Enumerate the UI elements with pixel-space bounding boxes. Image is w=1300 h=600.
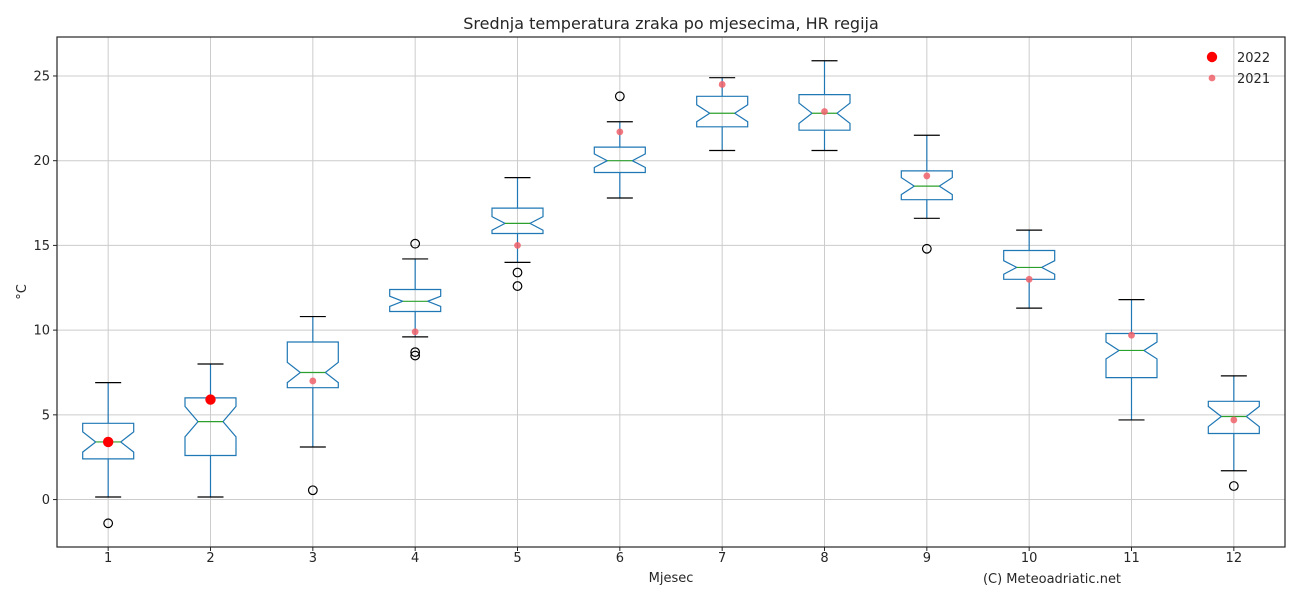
x-tick-label: 6 <box>616 551 624 566</box>
outlier-point <box>103 518 114 529</box>
box-body <box>798 93 851 131</box>
legend-label-2022: 2022 <box>1237 51 1270 66</box>
legend: 2022 2021 <box>1206 51 1270 87</box>
legend-label-2021: 2021 <box>1237 72 1270 87</box>
box-month-5 <box>491 177 544 291</box>
box-body <box>1003 249 1056 280</box>
point-2021 <box>616 128 624 136</box>
outlier-point <box>410 350 421 361</box>
x-tick-label: 1 <box>104 551 112 566</box>
x-tick-label: 5 <box>513 551 521 566</box>
box-body <box>900 170 953 201</box>
box-month-8 <box>798 60 851 152</box>
y-tick-label: 10 <box>33 324 50 339</box>
y-tick-label: 0 <box>42 493 50 508</box>
y-axis-ticks: 0 5 10 15 20 25 <box>33 69 57 508</box>
point-2021 <box>1230 416 1238 424</box>
x-tick-label: 3 <box>309 551 317 566</box>
point-2021 <box>1025 275 1033 283</box>
point-2021 <box>514 242 521 249</box>
point-2021 <box>923 172 931 180</box>
box-month-7 <box>696 77 749 152</box>
point-2021 <box>411 328 419 336</box>
box-month-6 <box>593 91 646 199</box>
y-tick-label: 20 <box>33 154 50 169</box>
x-tick-label: 12 <box>1226 551 1243 566</box>
box-body <box>696 95 749 128</box>
outlier-point <box>1228 481 1239 491</box>
plot-frame <box>56 36 1286 548</box>
x-tick-label: 4 <box>411 551 419 566</box>
box-month-2 <box>184 363 237 498</box>
outlier-point <box>921 243 932 254</box>
box-month-3 <box>286 315 339 496</box>
point-2021 <box>821 108 828 115</box>
box-month-12 <box>1207 375 1260 491</box>
point-2022 <box>102 436 114 448</box>
legend-marker-2022 <box>1206 51 1218 63</box>
outlier-point <box>614 91 625 102</box>
chart-title: Srednja temperatura zraka po mjesecima, … <box>463 14 879 33</box>
point-2021 <box>1128 331 1135 339</box>
legend-marker-2021 <box>1208 74 1216 82</box>
x-tick-label: 11 <box>1123 551 1140 566</box>
y-tick-label: 25 <box>33 69 50 84</box>
y-tick-label: 15 <box>33 239 50 254</box>
box-series <box>82 60 1260 529</box>
box-body <box>389 288 442 313</box>
credit-text: (C) Meteoadriatic.net <box>983 572 1121 587</box>
x-tick-label: 2 <box>206 551 214 566</box>
outlier-point <box>512 281 523 291</box>
box-body <box>1105 332 1158 379</box>
box-body <box>593 146 646 174</box>
box-body <box>491 207 544 235</box>
outlier-point <box>307 485 318 496</box>
x-tick-label: 10 <box>1021 551 1038 566</box>
x-tick-label: 9 <box>923 551 931 566</box>
box-month-4 <box>389 238 442 361</box>
x-tick-label: 7 <box>718 551 726 566</box>
outlier-point <box>410 347 421 358</box>
box-month-11 <box>1105 299 1158 421</box>
point-2021 <box>309 377 317 385</box>
x-axis-label: Mjesec <box>649 571 694 586</box>
x-axis-ticks: 1 2 3 4 5 6 7 8 9 10 11 12 <box>104 547 1242 566</box>
y-axis-label: °C <box>15 284 30 300</box>
box-body <box>286 341 339 389</box>
box-month-9 <box>900 134 953 254</box>
y-tick-label: 5 <box>42 408 50 423</box>
box-body <box>1207 400 1260 435</box>
box-month-10 <box>1003 229 1056 309</box>
box-body <box>184 397 237 457</box>
box-body <box>82 422 135 460</box>
x-tick-label: 8 <box>820 551 828 566</box>
outlier-point <box>512 267 523 278</box>
overlay-points <box>102 81 1238 448</box>
point-2022 <box>205 394 216 405</box>
box-month-1 <box>82 382 135 529</box>
outlier-point <box>410 238 421 249</box>
point-2021 <box>718 81 726 88</box>
